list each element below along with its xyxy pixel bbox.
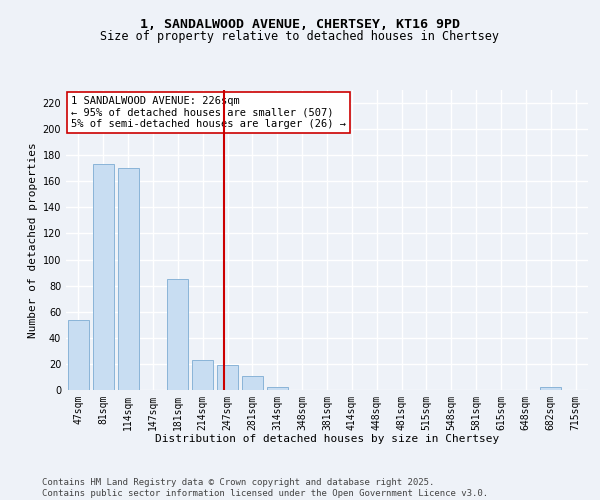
Bar bbox=[192, 360, 213, 390]
Bar bbox=[217, 365, 238, 390]
Bar bbox=[118, 168, 139, 390]
Bar bbox=[93, 164, 114, 390]
Text: Size of property relative to detached houses in Chertsey: Size of property relative to detached ho… bbox=[101, 30, 499, 43]
Y-axis label: Number of detached properties: Number of detached properties bbox=[28, 142, 38, 338]
Bar bbox=[540, 388, 561, 390]
Bar bbox=[267, 388, 288, 390]
X-axis label: Distribution of detached houses by size in Chertsey: Distribution of detached houses by size … bbox=[155, 434, 499, 444]
Text: Contains HM Land Registry data © Crown copyright and database right 2025.
Contai: Contains HM Land Registry data © Crown c… bbox=[42, 478, 488, 498]
Text: 1, SANDALWOOD AVENUE, CHERTSEY, KT16 9PD: 1, SANDALWOOD AVENUE, CHERTSEY, KT16 9PD bbox=[140, 18, 460, 30]
Bar bbox=[167, 279, 188, 390]
Bar bbox=[242, 376, 263, 390]
Text: 1 SANDALWOOD AVENUE: 226sqm
← 95% of detached houses are smaller (507)
5% of sem: 1 SANDALWOOD AVENUE: 226sqm ← 95% of det… bbox=[71, 96, 346, 129]
Bar bbox=[68, 320, 89, 390]
